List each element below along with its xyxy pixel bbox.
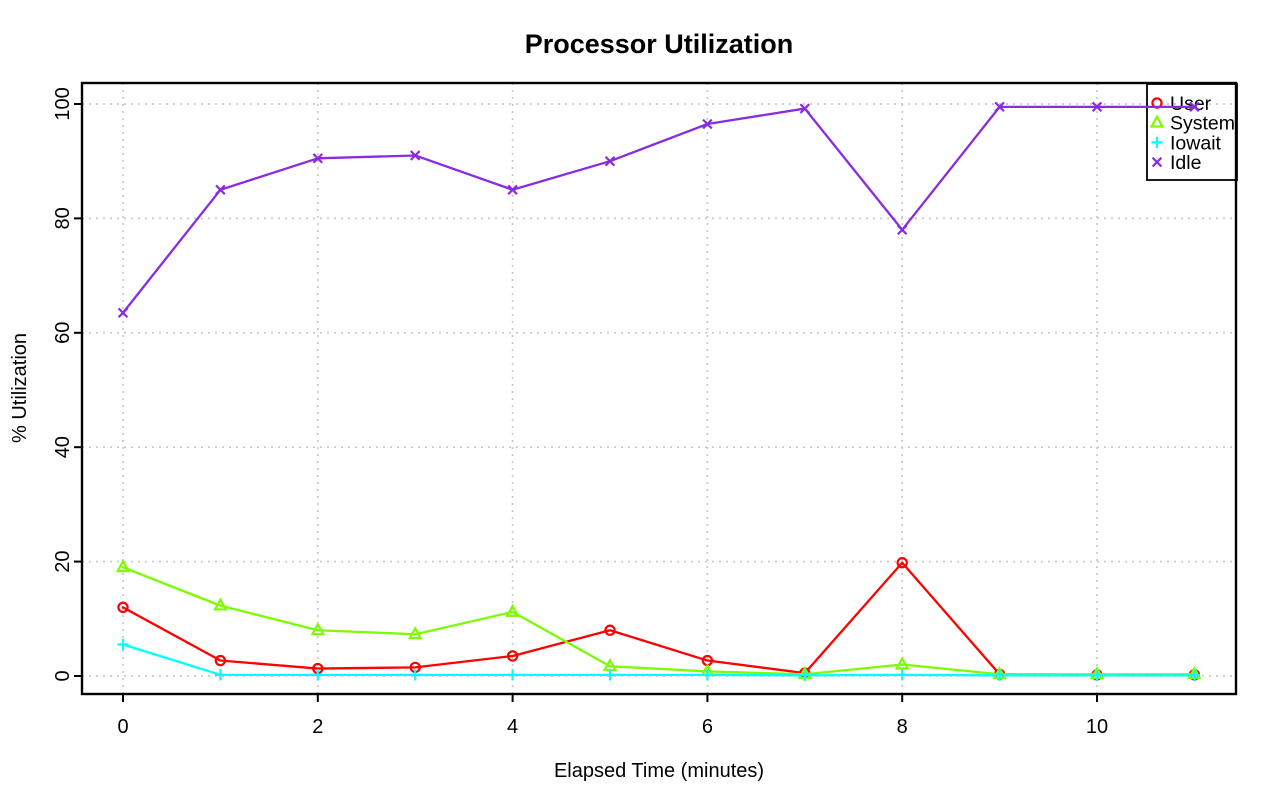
- y-axis-label: % Utilization: [9, 333, 31, 443]
- data-point-iowait: [214, 669, 227, 681]
- data-point-system: [505, 603, 520, 617]
- legend-label-system: System: [1170, 113, 1235, 135]
- data-point-iowait: [799, 669, 811, 682]
- legend-label-iowait: Iowait: [1170, 132, 1222, 154]
- y-tick-label: 60: [52, 322, 74, 344]
- data-point-user: [117, 601, 129, 614]
- x-tick-label: 10: [1086, 716, 1108, 738]
- data-point-idle: [897, 224, 908, 236]
- plot-box: [80, 81, 1238, 696]
- data-point-idle: [117, 307, 129, 318]
- x-tick-label: 4: [507, 716, 518, 738]
- data-point-system: [894, 656, 910, 670]
- series-line-system: [121, 566, 1196, 676]
- data-point-iowait: [409, 669, 421, 681]
- data-point-system: [213, 597, 228, 611]
- data-point-iowait: [117, 638, 129, 651]
- legend-label-idle: Idle: [1170, 152, 1201, 174]
- legend-marker-iowait: [1151, 136, 1163, 148]
- data-point-idle: [312, 153, 323, 164]
- data-point-idle: [1189, 101, 1200, 113]
- data-point-idle: [799, 103, 810, 114]
- data-point-idle: [702, 118, 713, 130]
- x-tick-label: 6: [702, 716, 713, 738]
- data-point-idle: [507, 184, 518, 195]
- x-tick-label: 0: [117, 716, 128, 738]
- x-axis-label: Elapsed Time (minutes): [554, 760, 764, 782]
- data-point-iowait: [312, 669, 324, 681]
- data-point-system: [310, 621, 326, 636]
- y-tick-label: 40: [52, 436, 74, 458]
- y-tick-label: 20: [52, 550, 74, 572]
- series-line-iowait: [121, 643, 1196, 677]
- data-point-iowait: [701, 669, 714, 681]
- x-tick-label: 8: [897, 716, 908, 738]
- data-point-user: [214, 654, 227, 667]
- y-tick-label: 100: [52, 87, 74, 120]
- data-point-idle: [215, 184, 226, 195]
- y-tick-label: 80: [52, 207, 74, 229]
- data-point-idle: [994, 101, 1005, 113]
- data-point-iowait: [604, 669, 616, 681]
- chart-title: Processor Utilization: [525, 29, 794, 59]
- series-line-user: [121, 561, 1196, 676]
- gridlines: [82, 83, 1236, 694]
- data-point-iowait: [1188, 669, 1201, 682]
- data-point-iowait: [1091, 669, 1103, 682]
- legend-marker-system: [1149, 114, 1165, 128]
- x-tick-label: 2: [312, 716, 323, 738]
- data-point-idle: [604, 156, 616, 167]
- y-tick-label: 0: [52, 670, 74, 681]
- data-point-user: [896, 557, 908, 569]
- data-point-iowait: [896, 669, 908, 681]
- data-series: [115, 101, 1202, 682]
- data-point-idle: [410, 150, 421, 161]
- data-point-iowait: [994, 669, 1006, 682]
- data-point-user: [506, 650, 519, 662]
- data-point-system: [407, 625, 423, 640]
- data-point-idle: [1091, 101, 1103, 113]
- data-point-user: [604, 624, 616, 636]
- data-point-iowait: [507, 669, 519, 681]
- legend-marker-idle: [1151, 156, 1163, 168]
- data-point-system: [115, 559, 131, 573]
- legend-box: [1146, 83, 1238, 181]
- series-line-idle: [121, 105, 1196, 314]
